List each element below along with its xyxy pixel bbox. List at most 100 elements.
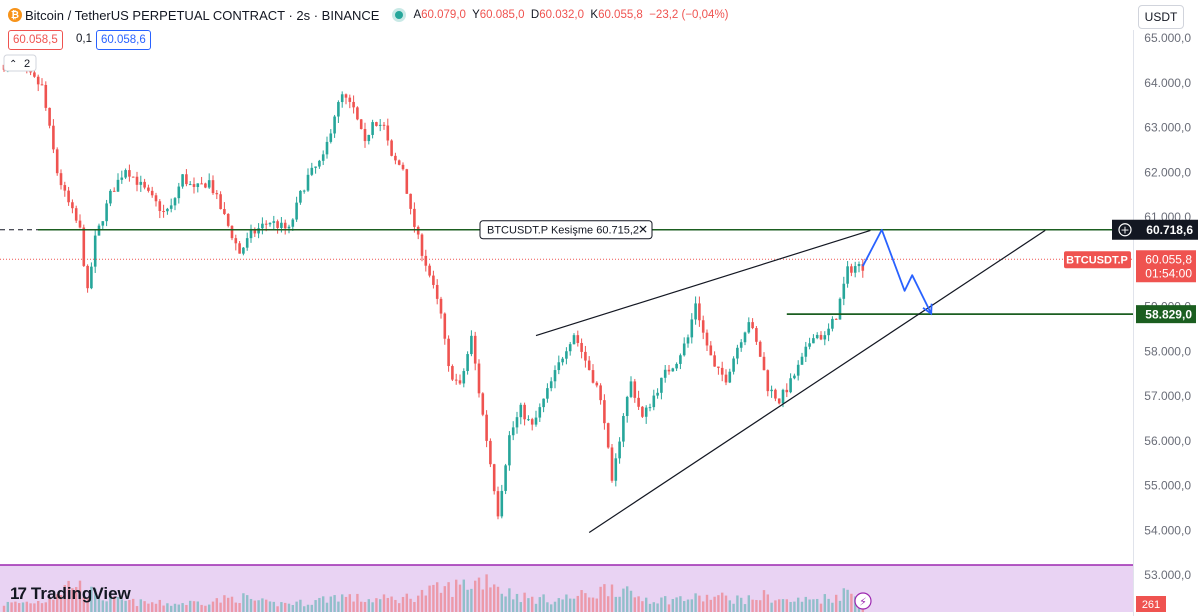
volume-bar [622, 588, 625, 612]
volume-bar [652, 602, 655, 612]
candle-body [546, 388, 549, 399]
candle-body [477, 363, 481, 394]
candle-body [333, 116, 336, 134]
candle-body [74, 208, 78, 221]
volume-bar [154, 603, 158, 612]
volume-bar [618, 596, 621, 612]
candle-body [185, 174, 188, 185]
volume-bar [287, 603, 291, 612]
price-axis-tick: 65.000,0 [1144, 31, 1191, 45]
symbol-title[interactable]: Bitcoin / TetherUS PERPETUAL CONTRACT · … [25, 7, 380, 23]
candle-body [682, 343, 686, 356]
volume-bar [504, 596, 507, 612]
volume-bar [679, 596, 682, 612]
volume-bar [641, 601, 644, 612]
candle-body [572, 335, 576, 345]
candle-body [492, 464, 496, 492]
candle-body [363, 128, 367, 142]
volume-bar [736, 595, 739, 612]
volume-bar [86, 597, 89, 612]
candle-body [272, 221, 276, 223]
volume-bar [173, 603, 177, 612]
candle-body [207, 180, 211, 188]
candle-body [257, 228, 260, 234]
candle-body [747, 322, 751, 333]
candle-body [557, 362, 561, 371]
volume-bar [595, 598, 598, 612]
candle-body [443, 313, 447, 339]
volume-bar [33, 603, 36, 612]
volume-bar [447, 582, 450, 612]
volume-panel [0, 565, 1133, 612]
candle-body [808, 343, 811, 347]
support-price-value: 58.829,0 [1145, 308, 1192, 322]
candle-body [473, 335, 477, 364]
volume-bar [29, 603, 32, 612]
tradingview-logo[interactable]: 17 TradingView [10, 584, 131, 604]
candle-body [93, 235, 97, 267]
currency-selector[interactable]: USDT [1138, 5, 1184, 29]
volume-bar [192, 601, 196, 612]
sell-price-button[interactable]: 60.058,5 [8, 30, 63, 50]
candle-body [485, 414, 488, 441]
candle-body [299, 190, 302, 203]
volume-bar [747, 595, 750, 612]
candle-body [82, 227, 86, 266]
candle-body [458, 380, 462, 384]
candle-body [120, 177, 124, 180]
volume-bar [394, 599, 397, 612]
volume-bar [120, 599, 123, 612]
volume-bar [705, 594, 709, 612]
candle-body [785, 389, 789, 393]
volume-bar [588, 597, 591, 612]
candle-body [549, 381, 553, 389]
candle-body [831, 318, 834, 329]
volume-bar [2, 605, 6, 612]
volume-bar [523, 592, 526, 612]
volume-bar [314, 600, 317, 612]
volume-bar [208, 604, 211, 612]
volume-bar [295, 601, 298, 612]
candle-body [842, 283, 846, 299]
candle-body [709, 345, 713, 356]
volume-bar [686, 599, 690, 612]
volume-bar [25, 601, 28, 612]
candle-body [435, 284, 439, 299]
buy-price-button[interactable]: 60.058,6 [96, 30, 151, 50]
volume-bar [732, 603, 735, 612]
candle-body [534, 417, 538, 425]
candle-body [432, 275, 435, 285]
volume-bar [607, 596, 610, 612]
candle-body [652, 395, 656, 408]
candle-body [519, 404, 523, 418]
price-axis-tick: 56.000,0 [1144, 434, 1191, 448]
candle-body [610, 447, 614, 481]
candle-body [59, 173, 63, 186]
candle-body [599, 385, 602, 401]
volume-bar [477, 577, 481, 612]
volume-bar [599, 586, 602, 612]
volume-bar [580, 590, 583, 612]
candle-body [762, 356, 766, 371]
volume-bar [242, 593, 245, 612]
countdown-timer: 01:54:00 [1145, 266, 1192, 280]
volume-bar [648, 603, 652, 612]
volume-bar [44, 602, 47, 612]
volume-bar [71, 588, 74, 612]
candle-body [420, 234, 424, 256]
candle-body [781, 389, 785, 404]
volume-bar [455, 579, 458, 612]
candle-body [736, 347, 739, 359]
candle-body [340, 94, 344, 103]
current-price-value: 60.055,8 [1145, 252, 1192, 266]
volume-bar [253, 600, 256, 612]
volume-bar [147, 603, 150, 612]
volume-bar [550, 604, 553, 612]
lightning-glyph: ⚡ [859, 596, 867, 609]
volume-bar [59, 595, 63, 612]
volume-bar [166, 603, 169, 612]
volume-bar [462, 579, 465, 612]
volume-bar [819, 603, 823, 612]
volume-bar [398, 603, 401, 612]
